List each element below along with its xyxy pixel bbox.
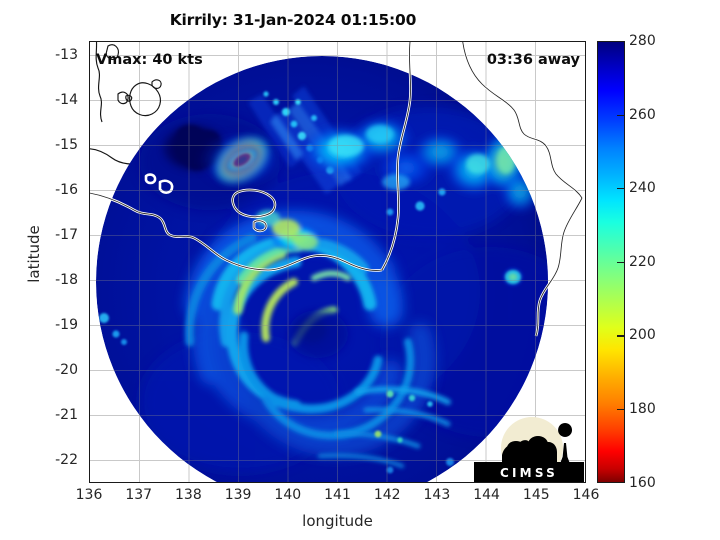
microwave-swath	[96, 56, 548, 482]
ytick--20: -20	[55, 361, 78, 378]
ytick--15: -15	[55, 136, 78, 153]
vmax-annotation: Vmax: 40 kts	[96, 52, 203, 68]
ytick--16: -16	[55, 181, 78, 198]
cbtick-280: 280	[629, 33, 656, 49]
xtick-139: 139	[224, 487, 252, 503]
xtick-136: 136	[75, 487, 103, 503]
time-away-annotation: 03:36 away	[486, 52, 580, 68]
cbtickmark-180	[617, 409, 625, 411]
logo-text: CIMSS	[500, 466, 558, 480]
page-title: Kirrily: 31-Jan-2024 01:15:00	[169, 11, 417, 29]
cbtickmark-260	[617, 114, 625, 116]
y-axis-label: latitude	[25, 225, 43, 283]
ytick--21: -21	[55, 406, 78, 423]
ytick--13: -13	[55, 46, 78, 63]
xtick-140: 140	[274, 487, 302, 503]
cbtick-240: 240	[629, 180, 656, 197]
xtick-142: 142	[373, 487, 401, 503]
scattered-cells	[99, 188, 454, 474]
xtick-137: 137	[125, 487, 153, 503]
logo-silhouette	[474, 423, 584, 482]
ytick--17: -17	[55, 226, 78, 243]
x-axis-label: longitude	[302, 512, 373, 530]
east-coast-cell	[501, 266, 525, 288]
cbtick-200: 200	[629, 327, 656, 344]
cyclone-spiral-bands	[185, 210, 451, 469]
cimss-logo: CIMSS	[472, 410, 586, 483]
cbtickmark-220	[617, 261, 625, 263]
cbtick-180: 180	[629, 401, 656, 417]
ytick--18: -18	[55, 271, 78, 288]
ytick--22: -22	[55, 451, 78, 468]
cbtickmark-200	[617, 335, 625, 337]
north-convection	[300, 116, 540, 214]
cbtickmark-240	[617, 188, 625, 190]
cyclone-eye	[288, 310, 348, 358]
coastline-core	[90, 42, 583, 337]
ytick--19: -19	[55, 316, 78, 333]
cbtick-260: 260	[629, 106, 656, 123]
xtick-138: 138	[175, 487, 202, 503]
xtick-141: 141	[324, 487, 351, 503]
cbtick-160: 160	[629, 474, 656, 491]
xtick-146: 146	[572, 487, 600, 503]
brightness-temperature-map	[90, 42, 585, 482]
xtick-145: 145	[522, 487, 550, 503]
xtick-143: 143	[423, 487, 451, 503]
xtick-144: 144	[473, 487, 500, 503]
pixel-grain	[96, 56, 548, 482]
ytick--14: -14	[55, 91, 78, 108]
cbtick-220: 220	[629, 253, 656, 270]
map-plot-area[interactable]	[89, 41, 586, 483]
